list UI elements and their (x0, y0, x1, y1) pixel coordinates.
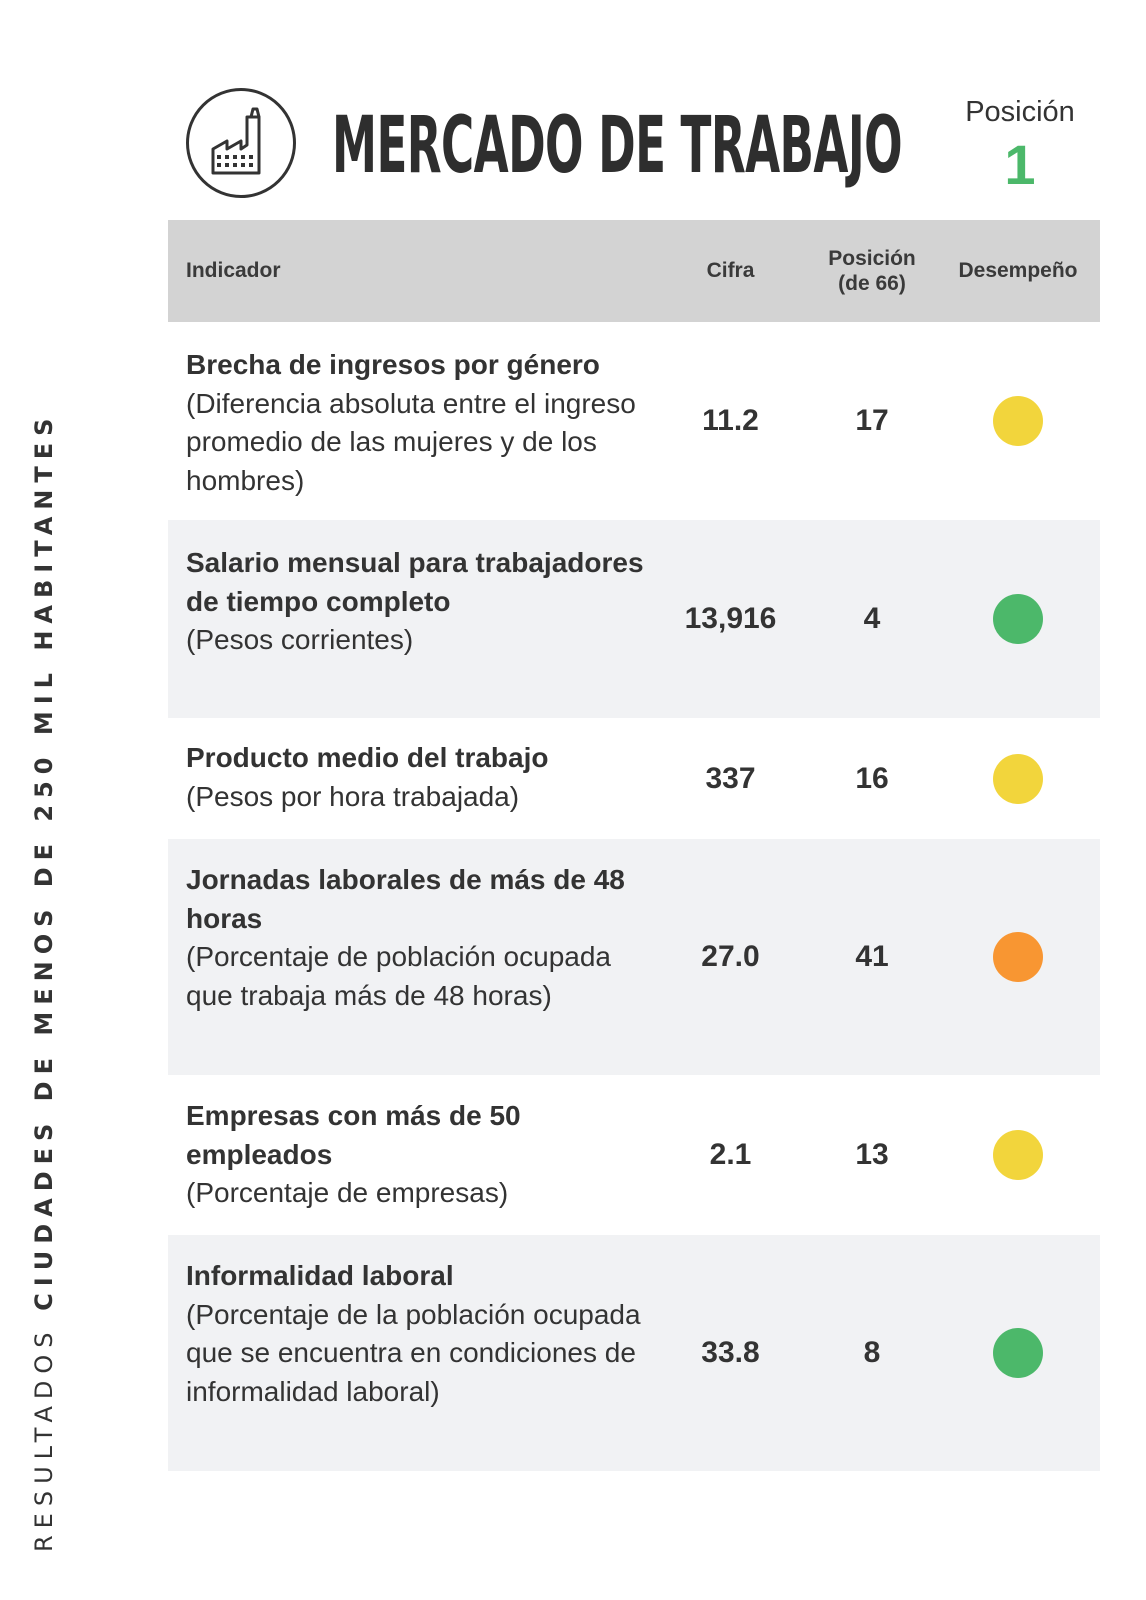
indicator-title: Empresas con más de 50 empleados (186, 1100, 521, 1170)
performance-cell (948, 1235, 1088, 1471)
indicator-cell: Empresas con más de 50 empleados (Porcent… (168, 1075, 646, 1213)
column-header-performance: Desempeño (958, 259, 1078, 282)
indicator-note: (Diferencia absoluta entre el ingreso pr… (186, 387, 636, 496)
indicator-title: Producto medio del trabajo (186, 742, 549, 773)
indicator-title: Brecha de ingresos por género (186, 349, 600, 380)
table-row: Jornadas laborales de más de 48 horas (Po… (168, 839, 1100, 1075)
column-header-indicator: Indicador (186, 259, 281, 282)
performance-cell (948, 520, 1088, 718)
figure-value: 2.1 (709, 1138, 752, 1171)
performance-cell (948, 1075, 1088, 1235)
performance-dot-green (993, 594, 1043, 644)
table-row: Empresas con más de 50 empleados (Porcent… (168, 1075, 1100, 1235)
table-body: Brecha de ingresos por género (Diferencia… (168, 322, 1100, 1471)
position-value: 16 (855, 761, 889, 795)
indicator-cell: Informalidad laboral (Porcentaje de la po… (168, 1235, 646, 1411)
column-header-figure: Cifra (706, 259, 755, 282)
table-row: Salario mensual para trabajadores de tie… (168, 520, 1100, 718)
figure-value: 33.8 (701, 1336, 760, 1369)
figure-value: 337 (705, 761, 756, 795)
performance-dot-yellow (993, 396, 1043, 446)
figure-value: 11.2 (702, 404, 759, 437)
indicator-cell: Jornadas laborales de más de 48 horas (Po… (168, 839, 646, 1015)
table-row: Producto medio del trabajo (Pesos por hor… (168, 718, 1100, 839)
indicator-cell: Brecha de ingresos por género (Diferencia… (168, 322, 646, 500)
figure-value: 13,916 (684, 602, 777, 635)
side-label-prefix: RESULTADOS (30, 1325, 58, 1552)
page-title: MERCADO DE TRABAJO (332, 101, 903, 191)
rank-value: 1 (1004, 133, 1036, 196)
indicator-note: (Porcentaje de la población ocupada que … (186, 1298, 641, 1407)
performance-dot-yellow (993, 753, 1043, 804)
performance-cell (948, 322, 1088, 520)
position-value: 17 (855, 404, 889, 437)
position-value: 4 (863, 602, 881, 635)
table-row: Informalidad laboral (Porcentaje de la po… (168, 1235, 1100, 1471)
indicator-title: Jornadas laborales de más de 48 horas (186, 864, 625, 934)
performance-cell (948, 839, 1088, 1075)
performance-cell (948, 718, 1088, 839)
indicators-table: Indicador Cifra Posición (de 66) Desempe… (168, 220, 1100, 1471)
performance-dot-orange (993, 932, 1043, 982)
rank-label: Posición (965, 96, 1075, 128)
indicator-title: Salario mensual para trabajadores de tie… (186, 547, 644, 617)
performance-dot-green (993, 1328, 1043, 1378)
side-label-highlight: CIUDADES DE MENOS DE 250 MIL HABITANTES (30, 411, 58, 1311)
column-header-position: Posición (de 66) (828, 247, 916, 295)
position-value: 8 (863, 1336, 881, 1369)
indicator-cell: Producto medio del trabajo (Pesos por hor… (168, 718, 646, 816)
table-header: Indicador Cifra Posición (de 66) Desempe… (168, 220, 1100, 322)
table-row: Brecha de ingresos por género (Diferencia… (168, 322, 1100, 520)
performance-dot-yellow (993, 1130, 1043, 1180)
figure-value: 27.0 (701, 940, 760, 973)
indicator-note: (Pesos corrientes) (186, 624, 414, 655)
factory-icon (186, 88, 296, 198)
indicator-title: Informalidad laboral (186, 1260, 454, 1291)
side-label: RESULTADOS CIUDADES DE MENOS DE 250 MIL … (26, 412, 62, 1552)
position-value: 13 (855, 1138, 889, 1171)
position-value: 41 (855, 940, 889, 973)
indicator-note: (Porcentaje de población ocupada que tra… (186, 941, 611, 1011)
indicator-note: (Pesos por hora trabajada) (186, 780, 520, 812)
indicator-note: (Porcentaje de empresas) (186, 1177, 509, 1208)
indicator-cell: Salario mensual para trabajadores de tie… (168, 520, 646, 660)
